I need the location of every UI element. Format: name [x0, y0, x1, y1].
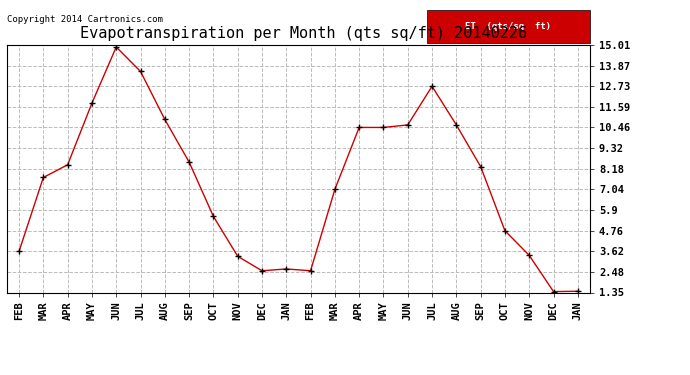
FancyBboxPatch shape [426, 10, 590, 42]
Text: Evapotranspiration per Month (qts sq/ft) 20140226: Evapotranspiration per Month (qts sq/ft)… [80, 26, 527, 41]
Text: Copyright 2014 Cartronics.com: Copyright 2014 Cartronics.com [7, 15, 163, 24]
Text: ET  (qts/sq  ft): ET (qts/sq ft) [465, 22, 551, 31]
